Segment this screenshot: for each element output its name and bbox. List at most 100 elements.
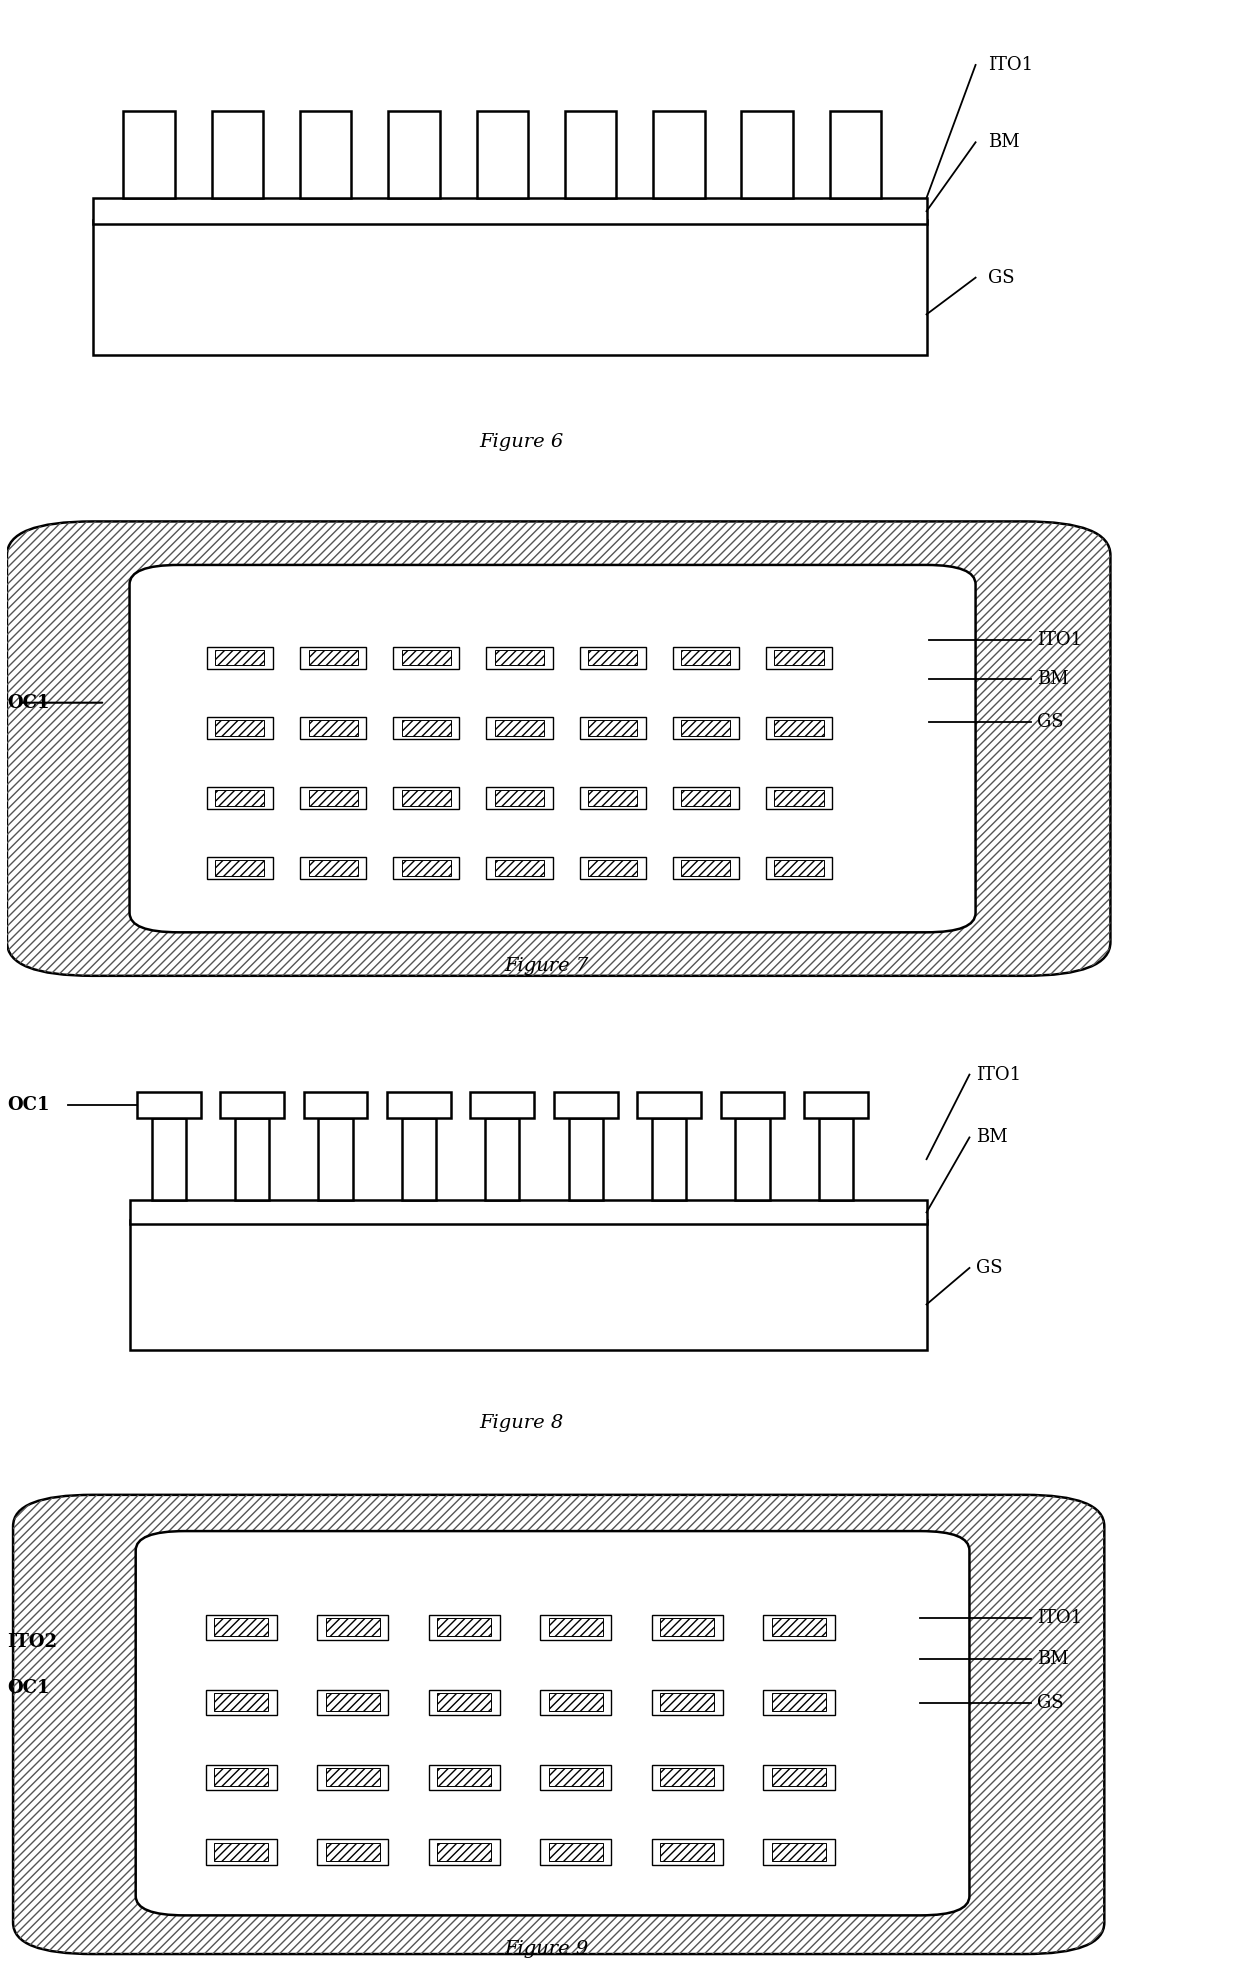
Bar xyxy=(207,717,273,738)
Bar xyxy=(579,646,646,669)
Bar xyxy=(216,721,264,736)
Bar xyxy=(309,860,357,876)
Bar xyxy=(661,1768,714,1786)
Bar xyxy=(470,1091,534,1118)
Bar xyxy=(549,1843,603,1861)
Bar xyxy=(206,1689,277,1715)
Bar xyxy=(818,1118,853,1201)
Bar xyxy=(495,790,544,805)
Bar xyxy=(541,1689,611,1715)
Bar xyxy=(579,717,646,738)
Bar xyxy=(215,1619,268,1636)
Bar xyxy=(549,1619,603,1636)
Text: ITO1: ITO1 xyxy=(976,1065,1021,1083)
Bar xyxy=(317,1689,388,1715)
Bar xyxy=(681,650,730,666)
Bar xyxy=(129,1201,926,1225)
Text: BM: BM xyxy=(976,1128,1007,1146)
FancyBboxPatch shape xyxy=(129,565,976,931)
Bar xyxy=(579,857,646,878)
Bar xyxy=(775,721,823,736)
Bar xyxy=(486,857,553,878)
Bar xyxy=(300,646,366,669)
Bar xyxy=(402,650,451,666)
Bar xyxy=(766,717,832,738)
Bar xyxy=(673,646,739,669)
Bar xyxy=(541,1615,611,1640)
Text: GS: GS xyxy=(988,268,1014,287)
Bar xyxy=(495,860,544,876)
Bar xyxy=(429,1839,500,1865)
Bar xyxy=(766,646,832,669)
Bar xyxy=(652,1764,723,1790)
Text: ITO1: ITO1 xyxy=(1037,630,1083,650)
FancyBboxPatch shape xyxy=(135,1532,970,1916)
Bar xyxy=(804,1091,868,1118)
Bar xyxy=(438,1693,491,1711)
Text: ITO2: ITO2 xyxy=(7,1632,57,1652)
Bar xyxy=(129,1219,926,1351)
Bar xyxy=(661,1619,714,1636)
Bar xyxy=(309,721,357,736)
Bar xyxy=(300,110,351,197)
Bar xyxy=(317,1764,388,1790)
Bar xyxy=(326,1693,379,1711)
Bar xyxy=(673,857,739,878)
Bar xyxy=(206,1839,277,1865)
Bar xyxy=(304,1091,367,1118)
Bar xyxy=(393,788,459,809)
Bar xyxy=(216,790,264,805)
Bar xyxy=(206,1615,277,1640)
Text: GS: GS xyxy=(976,1258,1002,1278)
FancyBboxPatch shape xyxy=(7,522,1111,977)
Text: BM: BM xyxy=(988,134,1019,152)
Bar xyxy=(215,1693,268,1711)
Text: GS: GS xyxy=(1037,713,1064,730)
Bar xyxy=(393,857,459,878)
Bar xyxy=(565,110,616,197)
Bar xyxy=(766,788,832,809)
Text: OC1: OC1 xyxy=(7,1097,50,1114)
Bar xyxy=(766,857,832,878)
Bar xyxy=(151,1118,186,1201)
Bar xyxy=(549,1768,603,1786)
Bar xyxy=(541,1764,611,1790)
Bar xyxy=(216,650,264,666)
Bar xyxy=(136,1091,201,1118)
Bar xyxy=(300,788,366,809)
Bar xyxy=(236,1118,269,1201)
Bar xyxy=(652,1839,723,1865)
Bar xyxy=(486,788,553,809)
Bar xyxy=(549,1693,603,1711)
Bar xyxy=(588,790,637,805)
Bar xyxy=(579,788,646,809)
Bar xyxy=(393,646,459,669)
Bar xyxy=(309,650,357,666)
Text: BM: BM xyxy=(1037,669,1069,687)
Bar xyxy=(541,1839,611,1865)
Bar xyxy=(773,1843,826,1861)
Bar xyxy=(775,790,823,805)
Bar xyxy=(207,857,273,878)
Bar xyxy=(661,1843,714,1861)
Text: GS: GS xyxy=(1037,1693,1064,1711)
Bar xyxy=(495,650,544,666)
Bar xyxy=(568,1118,603,1201)
Bar xyxy=(212,110,263,197)
Text: BM: BM xyxy=(1037,1650,1069,1668)
Bar xyxy=(742,110,792,197)
Bar xyxy=(661,1693,714,1711)
Bar xyxy=(215,1843,268,1861)
Bar xyxy=(326,1843,379,1861)
Bar xyxy=(652,1118,686,1201)
Bar xyxy=(402,721,451,736)
Bar xyxy=(429,1764,500,1790)
Bar xyxy=(773,1619,826,1636)
Bar xyxy=(402,790,451,805)
Bar xyxy=(637,1091,701,1118)
Bar xyxy=(773,1693,826,1711)
Bar xyxy=(476,110,528,197)
Bar xyxy=(486,646,553,669)
Bar xyxy=(317,1839,388,1865)
Text: Figure 8: Figure 8 xyxy=(480,1414,564,1431)
